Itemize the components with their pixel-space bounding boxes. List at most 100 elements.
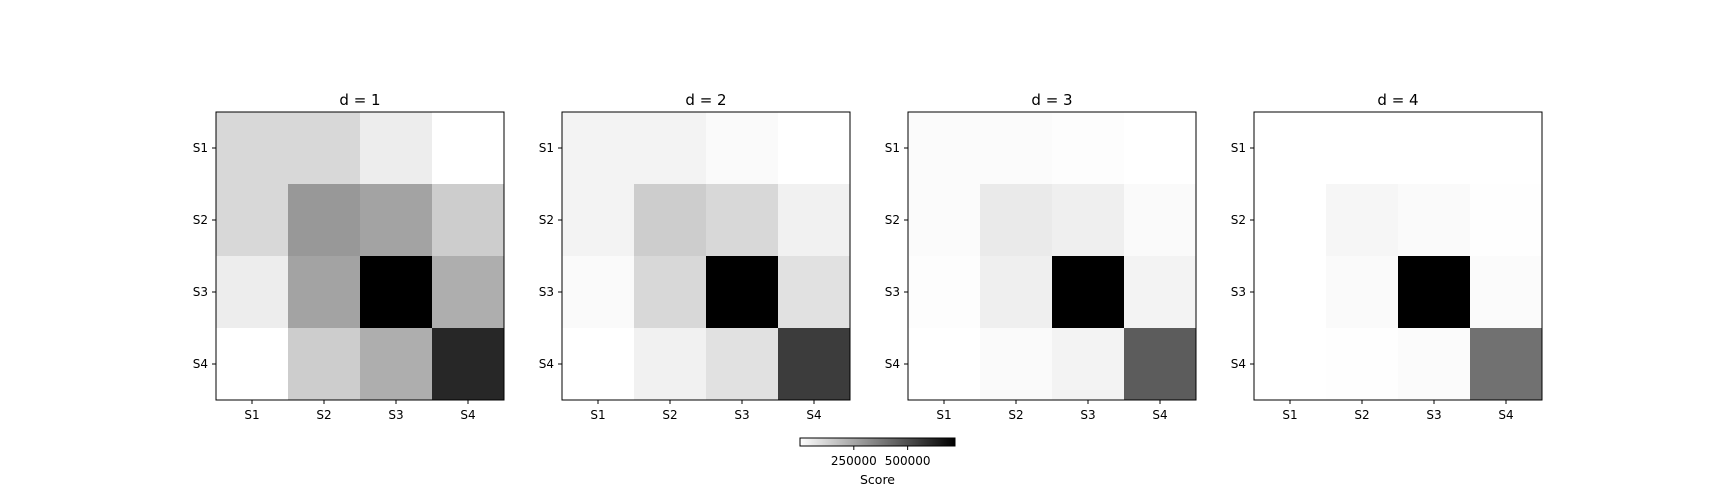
heatmap-cell xyxy=(216,328,289,401)
heatmap-cell xyxy=(980,184,1053,257)
heatmap-cell xyxy=(1470,256,1543,329)
colorbar-gradient xyxy=(800,438,955,446)
y-tick-label: S1 xyxy=(1231,141,1246,155)
panel-title: d = 1 xyxy=(339,91,380,109)
heatmap-cell xyxy=(908,112,981,185)
panel-title: d = 4 xyxy=(1377,91,1418,109)
heatmap-cell xyxy=(562,256,635,329)
panel-frame xyxy=(215,111,505,401)
heatmap-cell xyxy=(288,184,361,257)
x-tick-label: S4 xyxy=(1152,408,1167,422)
y-tick-label: S2 xyxy=(885,213,900,227)
colorbar-tick-label: 250000 xyxy=(831,454,877,468)
heatmap-cell xyxy=(360,328,433,401)
heatmap-cell xyxy=(360,256,433,329)
x-tick-label: S1 xyxy=(1282,408,1297,422)
y-tick-label: S1 xyxy=(885,141,900,155)
y-tick-label: S4 xyxy=(539,357,554,371)
x-tick-label: S4 xyxy=(460,408,475,422)
x-tick-label: S4 xyxy=(806,408,821,422)
y-tick-label: S4 xyxy=(885,357,900,371)
y-tick-label: S2 xyxy=(193,213,208,227)
heatmap-cell xyxy=(1124,184,1197,257)
x-tick-label: S3 xyxy=(734,408,749,422)
panel-frame xyxy=(561,111,851,401)
heatmap-cell xyxy=(1124,328,1197,401)
y-tick-label: S2 xyxy=(539,213,554,227)
x-tick-label: S1 xyxy=(936,408,951,422)
heatmap-cell xyxy=(1470,328,1543,401)
heatmap-cell xyxy=(1326,256,1399,329)
heatmap-cell xyxy=(778,184,851,257)
y-tick-label: S4 xyxy=(193,357,208,371)
heatmap-cell xyxy=(778,328,851,401)
y-tick-label: S3 xyxy=(193,285,208,299)
heatmap-cell xyxy=(706,256,779,329)
heatmap-cell xyxy=(1326,112,1399,185)
x-tick-label: S3 xyxy=(388,408,403,422)
x-tick-label: S1 xyxy=(244,408,259,422)
heatmap-cell xyxy=(706,184,779,257)
heatmap-panel: d = 1 S1 S2 S3 S4 S1 S2 S3 S4 xyxy=(193,91,505,422)
heatmap-cell xyxy=(288,112,361,185)
heatmap-cell xyxy=(216,184,289,257)
heatmap-cell xyxy=(908,328,981,401)
heatmap-panel: d = 2 S1 S2 S3 S4 S1 S2 S3 S4 xyxy=(539,91,851,422)
heatmap-cell xyxy=(432,256,505,329)
heatmap-cell xyxy=(634,256,707,329)
heatmap-panel: d = 3 S1 S2 S3 S4 S1 S2 S3 S4 xyxy=(885,91,1197,422)
y-tick-label: S3 xyxy=(1231,285,1246,299)
heatmap-cell xyxy=(1254,184,1327,257)
heatmap-cell xyxy=(980,328,1053,401)
colorbar-tick-label: 500000 xyxy=(885,454,931,468)
heatmap-cell xyxy=(634,112,707,185)
x-tick-label: S2 xyxy=(316,408,331,422)
heatmap-cell xyxy=(908,184,981,257)
heatmap-cell xyxy=(706,112,779,185)
colorbar-label: Score xyxy=(860,472,895,487)
heatmap-cell xyxy=(1470,184,1543,257)
heatmap-cell xyxy=(1052,112,1125,185)
heatmap-cell xyxy=(360,184,433,257)
x-tick-label: S2 xyxy=(1008,408,1023,422)
heatmap-cell xyxy=(216,256,289,329)
heatmap-cell xyxy=(360,112,433,185)
x-tick-label: S3 xyxy=(1080,408,1095,422)
heatmap-cell xyxy=(1254,328,1327,401)
heatmap-cell xyxy=(1052,328,1125,401)
y-tick-label: S3 xyxy=(885,285,900,299)
y-tick-label: S1 xyxy=(539,141,554,155)
x-tick-label: S4 xyxy=(1498,408,1513,422)
heatmap-cell xyxy=(1398,328,1471,401)
colorbar-frame xyxy=(799,437,956,447)
y-tick-label: S2 xyxy=(1231,213,1246,227)
heatmap-cell xyxy=(1326,328,1399,401)
x-tick-label: S3 xyxy=(1426,408,1441,422)
heatmap-cell xyxy=(1398,184,1471,257)
panel-title: d = 2 xyxy=(685,91,726,109)
y-tick-label: S4 xyxy=(1231,357,1246,371)
heatmap-cell xyxy=(706,328,779,401)
heatmap-cell xyxy=(562,328,635,401)
panel-title: d = 3 xyxy=(1031,91,1072,109)
heatmap-cell xyxy=(432,112,505,185)
heatmap-cell xyxy=(1254,112,1327,185)
heatmap-cell xyxy=(634,184,707,257)
x-tick-label: S2 xyxy=(662,408,677,422)
x-tick-label: S2 xyxy=(1354,408,1369,422)
heatmap-cell xyxy=(980,256,1053,329)
heatmap-panel: d = 4 S1 S2 S3 S4 S1 S2 S3 S4 xyxy=(1231,91,1543,422)
heatmap-cell xyxy=(1398,256,1471,329)
heatmap-cell xyxy=(1052,184,1125,257)
heatmap-cell xyxy=(288,256,361,329)
y-tick-label: S1 xyxy=(193,141,208,155)
heatmap-cell xyxy=(634,328,707,401)
heatmap-cell xyxy=(1326,184,1399,257)
heatmap-panels: d = 1 S1 S2 S3 S4 S1 S2 S3 S4 d = 2 S1 S2 S3 S4 S1 S2 S3… xyxy=(193,91,1543,422)
heatmap-cell xyxy=(562,184,635,257)
x-tick-label: S1 xyxy=(590,408,605,422)
heatmap-cell xyxy=(1254,256,1327,329)
heatmap-cell xyxy=(1398,112,1471,185)
heatmap-cell xyxy=(1052,256,1125,329)
